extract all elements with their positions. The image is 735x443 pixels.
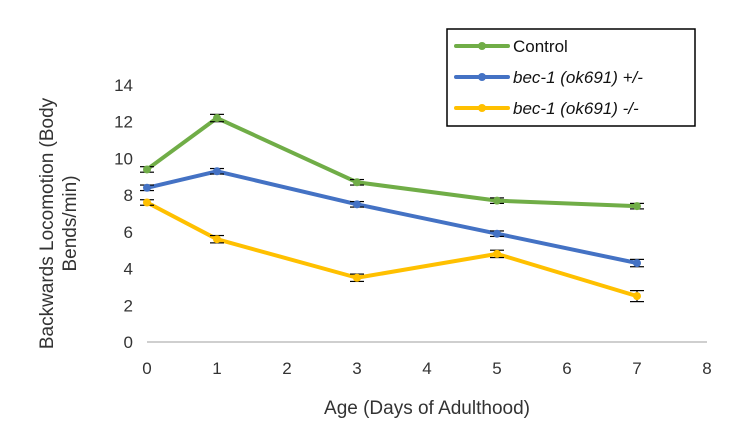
- data-point: [143, 198, 151, 207]
- x-axis-title: Age (Days of Adulthood): [324, 398, 530, 419]
- x-tick-label: 5: [492, 359, 501, 378]
- x-tick-label: 7: [632, 359, 641, 378]
- x-tick-labels: 0 1 2 3 4 5 6 7 8: [142, 359, 711, 378]
- data-point: [353, 178, 361, 187]
- x-tick-label: 6: [562, 359, 571, 378]
- x-tick-label: 3: [352, 359, 361, 378]
- y-tick-label: 12: [114, 113, 133, 132]
- series-1: [140, 167, 644, 268]
- y-tick-label: 14: [114, 76, 133, 95]
- legend-label: Control: [513, 37, 568, 56]
- series-layer: [140, 113, 644, 303]
- legend-marker: [478, 42, 486, 50]
- legend-label: bec-1 (ok691) +/-: [513, 68, 643, 87]
- legend-item: bec-1 (ok691) -/-: [454, 99, 639, 118]
- data-point: [633, 292, 641, 301]
- data-point: [143, 165, 151, 174]
- x-tick-label: 4: [422, 359, 431, 378]
- data-point: [213, 114, 221, 123]
- legend: Control bec-1 (ok691) +/- bec-1 (ok691) -/…: [446, 28, 696, 127]
- y-tick-label: 10: [114, 149, 133, 168]
- data-point: [493, 229, 501, 238]
- y-tick-label: 0: [124, 333, 133, 352]
- series-line: [145, 116, 639, 209]
- y-axis-title-line: Bends/min): [60, 175, 81, 271]
- data-point: [353, 200, 361, 209]
- legend-marker: [478, 73, 486, 81]
- series-2: [140, 198, 644, 303]
- y-axis-title: Backwards Locomotion (BodyBends/min): [37, 97, 81, 349]
- data-point: [143, 183, 151, 192]
- legend-item: bec-1 (ok691) +/-: [454, 68, 643, 87]
- x-tick-label: 0: [142, 359, 151, 378]
- series-0: [140, 113, 644, 211]
- y-axis-title-line: Backwards Locomotion (Body: [37, 97, 58, 349]
- y-tick-labels: 0 2 4 6 8 10 12 14: [114, 76, 133, 352]
- y-tick-label: 6: [124, 223, 133, 242]
- y-tick-label: 4: [124, 260, 133, 279]
- x-tick-label: 8: [702, 359, 711, 378]
- data-point: [213, 235, 221, 244]
- y-tick-label: 2: [124, 296, 133, 315]
- data-point: [493, 196, 501, 205]
- legend-item: Control: [454, 37, 568, 56]
- data-point: [493, 249, 501, 258]
- legend-label: bec-1 (ok691) -/-: [513, 99, 639, 118]
- data-point: [213, 167, 221, 176]
- y-tick-label: 8: [124, 186, 133, 205]
- data-point: [633, 202, 641, 211]
- data-point: [633, 259, 641, 268]
- x-tick-label: 1: [212, 359, 221, 378]
- data-point: [353, 273, 361, 282]
- legend-marker: [478, 104, 486, 112]
- x-tick-label: 2: [282, 359, 291, 378]
